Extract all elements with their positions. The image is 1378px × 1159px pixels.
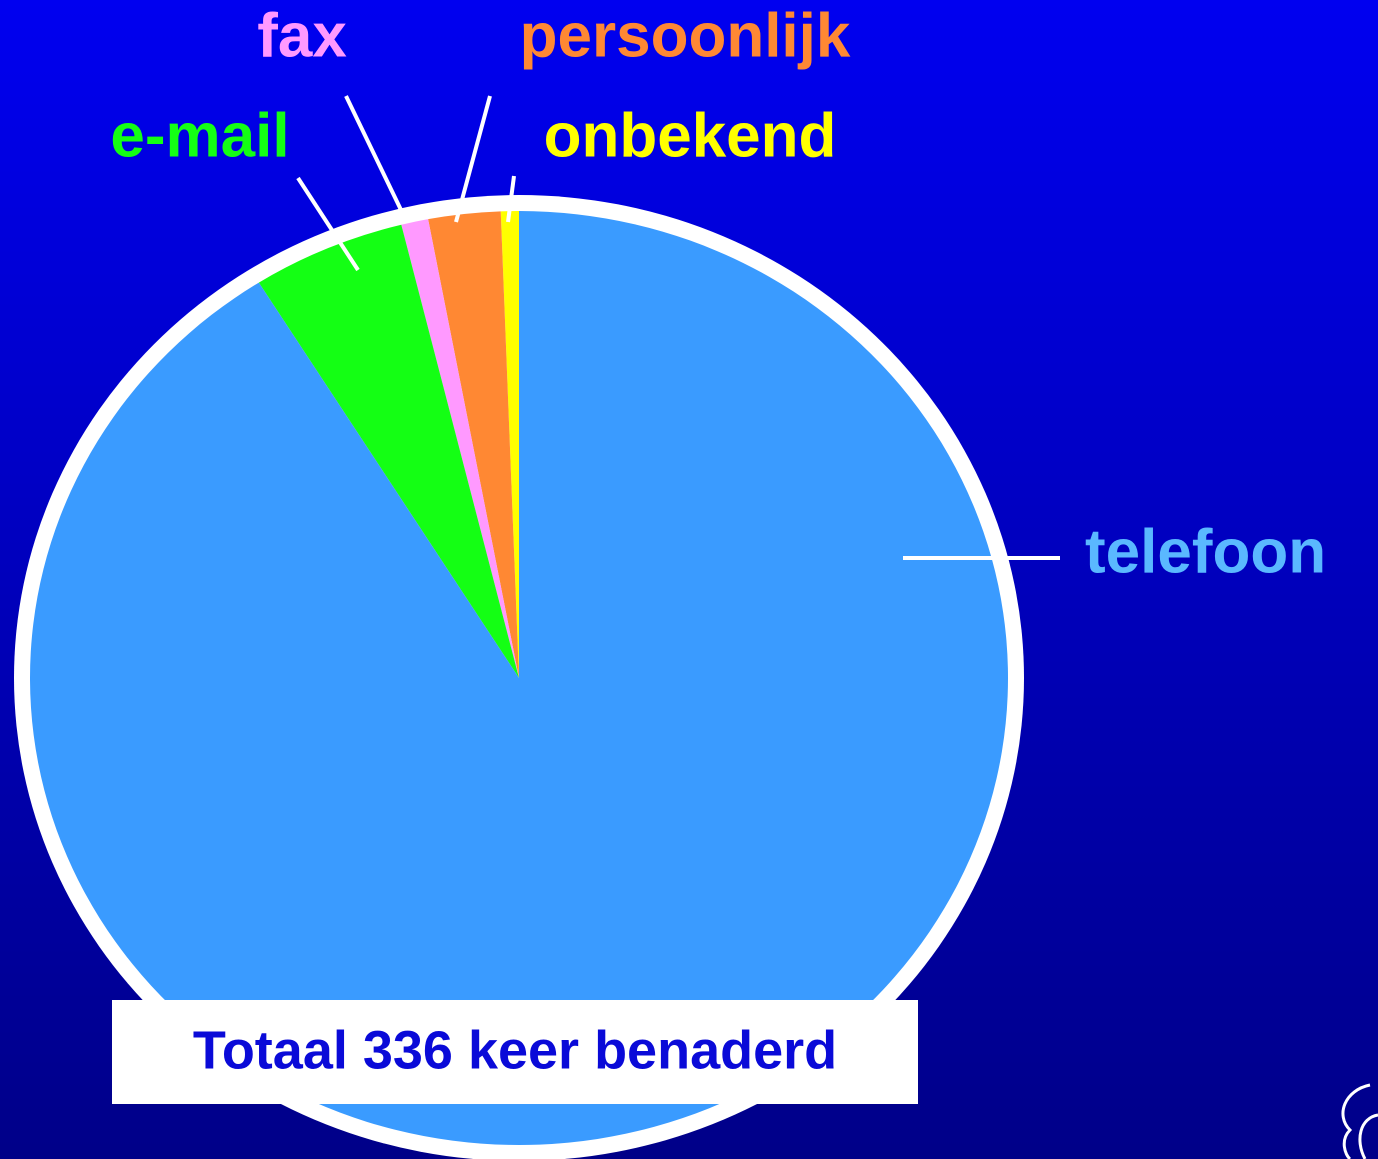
- annotation-box: [112, 1000, 918, 1104]
- slice-label: persoonlijk: [520, 1, 851, 70]
- slice-label: onbekend: [544, 101, 837, 170]
- pie-slice: [500, 211, 519, 678]
- pie-slice: [401, 219, 519, 678]
- slice-label: telefoon: [1085, 517, 1326, 586]
- leader-line: [344, 95, 404, 213]
- pie-slice: [428, 211, 519, 678]
- slice-label: fax: [257, 1, 347, 70]
- annotation: Totaal 336 keer benaderd: [193, 1020, 837, 1080]
- labels: telefoon e-mail fax persoonlijk onbekend: [110, 1, 1326, 586]
- leader-line: [506, 175, 516, 223]
- slices: [29, 211, 1009, 1145]
- leader-line: [454, 95, 492, 223]
- pie-slice: [29, 211, 1009, 1145]
- logo: [1341, 1083, 1378, 1159]
- leader-line: [296, 176, 360, 272]
- slice-label: e-mail: [110, 101, 289, 170]
- pie-slice: [258, 224, 519, 679]
